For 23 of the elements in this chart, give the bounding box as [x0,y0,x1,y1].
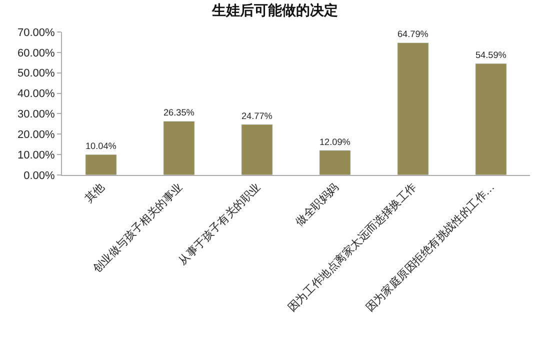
chart-title: 生娃后可能做的决定 [211,2,338,20]
y-tick-label: 50.00% [17,68,56,80]
data-label: 24.77% [241,110,272,121]
data-label: 64.79% [397,29,428,40]
x-tick-label: 做全职妈妈 [294,181,342,229]
y-tick-label: 40.00% [17,88,56,100]
data-label: 54.59% [475,50,506,60]
y-tick-label: 30.00% [17,108,56,121]
y-tick-label: 60.00% [17,47,56,60]
x-tick-label: 其他 [82,180,108,206]
bar [319,150,351,175]
y-tick-label: 10.00% [17,149,56,162]
bar [475,63,507,175]
data-label: 26.35% [163,108,194,118]
bar [241,124,273,175]
bar [163,120,195,175]
y-tick-label: 20.00% [17,128,56,141]
y-tick-label: 70.00% [17,26,56,39]
bar [397,42,429,175]
bar [85,154,117,175]
y-tick-label: 0.00% [24,170,56,182]
data-label: 10.04% [85,140,116,151]
data-label: 12.09% [319,136,350,147]
